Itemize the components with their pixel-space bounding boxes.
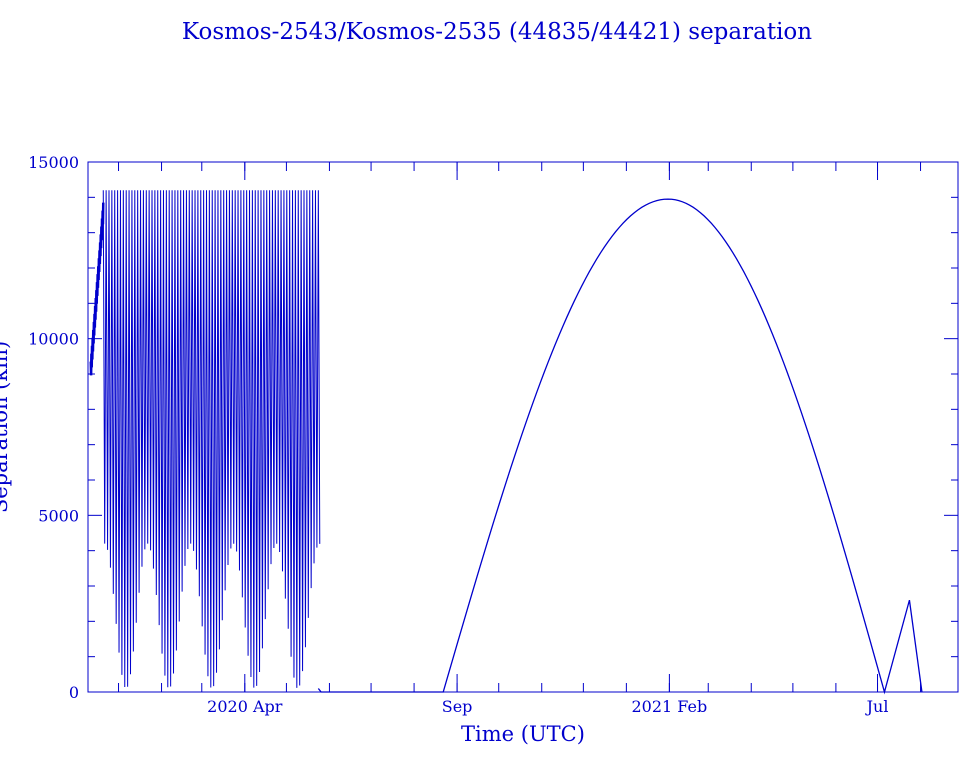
- y-tick-label: 5000: [38, 506, 79, 525]
- y-tick-label: 15000: [28, 153, 79, 172]
- y-axis: 0 5000 10000 15000: [28, 153, 958, 702]
- series-oscillation: [102, 190, 321, 688]
- x-tick-label: 2021 Feb: [632, 697, 708, 716]
- x-tick-label: Jul: [865, 697, 889, 716]
- series-line: [317, 198, 923, 695]
- series-ramp: [89, 202, 105, 376]
- y-tick-label: 10000: [28, 330, 79, 349]
- x-tick-label: Sep: [442, 697, 473, 716]
- y-tick-label: 0: [69, 683, 79, 702]
- x-axis-label: Time (UTC): [461, 722, 585, 746]
- x-tick-label: 2020 Apr: [207, 697, 283, 716]
- chart-title: Kosmos-2543/Kosmos-2535 (44835/44421) se…: [182, 19, 812, 45]
- plot-frame: [87, 161, 959, 693]
- series-layer: [89, 190, 923, 695]
- x-axis: 2020 Apr Sep 2021 Feb Jul: [118, 162, 922, 716]
- y-axis-label: Separation (km): [0, 341, 12, 513]
